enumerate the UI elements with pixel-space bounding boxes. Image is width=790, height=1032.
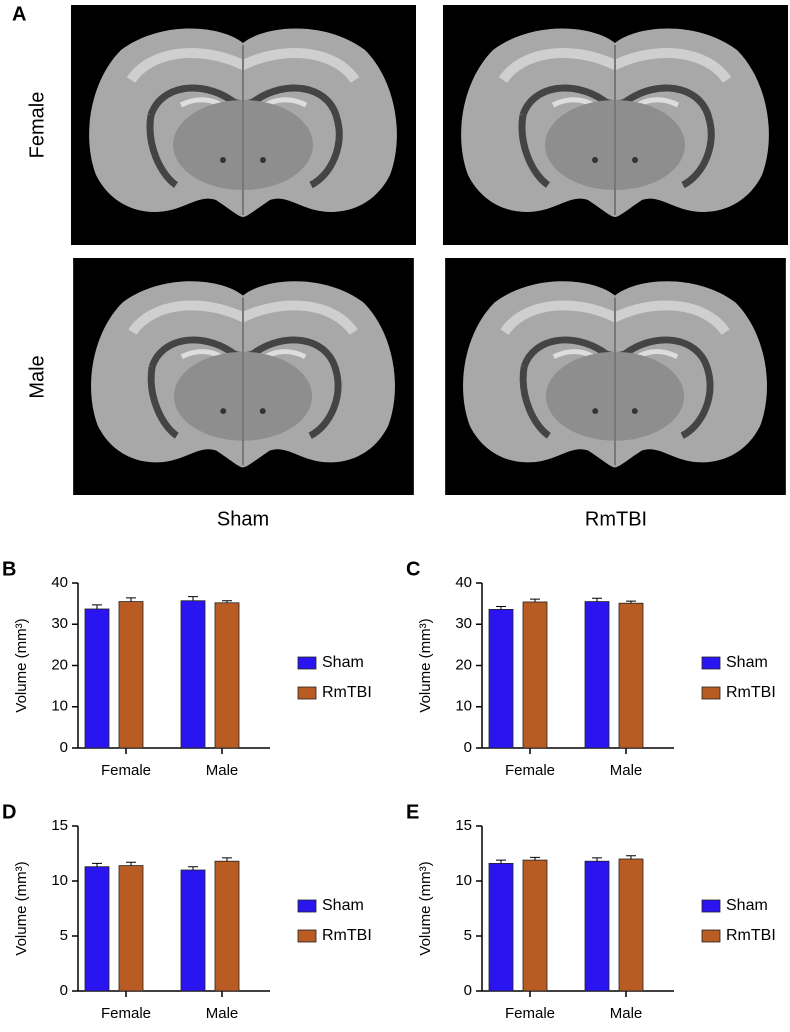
legend-swatch [701,899,721,913]
legend-swatch [297,686,317,700]
x-tick-label: Male [206,1005,239,1022]
y-axis-label: Volume (mm³) [13,861,30,955]
legend-swatch [701,656,721,670]
bar [584,601,610,749]
error-bar [188,866,198,870]
legend-label: Sham [322,654,364,671]
y-tick-label: 15 [51,817,68,834]
y-tick-label: 0 [464,739,472,756]
error-bar [496,606,506,610]
y-tick-label: 10 [51,872,68,889]
x-tick-label: Male [610,762,643,779]
legend-label: Sham [726,897,768,914]
panel-letter: E [406,801,419,823]
row-label: Female [26,92,48,159]
error-bar [592,857,602,862]
mri-image [443,5,788,245]
legend-label: Sham [322,897,364,914]
mri-image [445,258,786,495]
y-tick-label: 30 [455,615,472,632]
error-bar [188,596,198,601]
y-tick-label: 0 [464,982,472,999]
legend-label: RmTBI [322,684,372,701]
legend-swatch [701,929,721,943]
bar [118,601,144,749]
y-tick-label: 20 [51,656,68,673]
bar [118,865,144,992]
bar [522,601,548,749]
row-label: Male [26,355,48,398]
bar [584,860,610,992]
x-tick-label: Female [505,1005,555,1022]
error-bar [92,604,102,609]
bar [214,860,240,992]
panel-letter: B [2,558,16,580]
error-bar [126,597,136,602]
error-bar [626,855,636,859]
error-bar [530,598,540,602]
y-tick-label: 0 [60,739,68,756]
legend-label: RmTBI [726,684,776,701]
y-tick-label: 40 [455,574,472,591]
bar [488,609,514,749]
bar [618,858,644,992]
bar [488,863,514,992]
panel-letter: D [2,801,16,823]
mri-image [71,5,416,245]
panel-letter: A [12,3,26,25]
bar [180,600,206,749]
legend-swatch [701,686,721,700]
legend-label: Sham [726,654,768,671]
mri-image [73,258,414,495]
y-tick-label: 0 [60,982,68,999]
y-axis-label: Volume (mm³) [417,618,434,712]
y-tick-label: 15 [455,817,472,834]
y-tick-label: 40 [51,574,68,591]
error-bar [530,856,540,861]
y-tick-label: 10 [51,698,68,715]
bar [84,608,110,749]
x-tick-label: Female [505,762,555,779]
x-tick-label: Male [206,762,239,779]
column-label: RmTBI [585,508,647,530]
error-bar [496,859,506,864]
error-bar [592,597,602,602]
error-bar [92,862,102,867]
legend-swatch [297,656,317,670]
legend-label: RmTBI [726,927,776,944]
panel-letter: C [406,558,420,580]
error-bar [222,600,232,603]
bar [84,866,110,992]
y-tick-label: 30 [51,615,68,632]
y-axis-label: Volume (mm³) [13,618,30,712]
column-label: Sham [217,508,269,530]
legend-swatch [297,929,317,943]
y-tick-label: 10 [455,698,472,715]
legend-label: RmTBI [322,927,372,944]
bar [618,602,644,749]
error-bar [626,600,636,604]
error-bar [126,861,136,866]
x-tick-label: Male [610,1005,643,1022]
y-tick-label: 5 [60,927,68,944]
bar [214,602,240,749]
x-tick-label: Female [101,762,151,779]
legend-swatch [297,899,317,913]
x-tick-label: Female [101,1005,151,1022]
y-tick-label: 20 [455,656,472,673]
bar [180,869,206,992]
y-tick-label: 5 [464,927,472,944]
error-bar [222,857,232,862]
y-tick-label: 10 [455,872,472,889]
bar [522,859,548,992]
y-axis-label: Volume (mm³) [417,861,434,955]
